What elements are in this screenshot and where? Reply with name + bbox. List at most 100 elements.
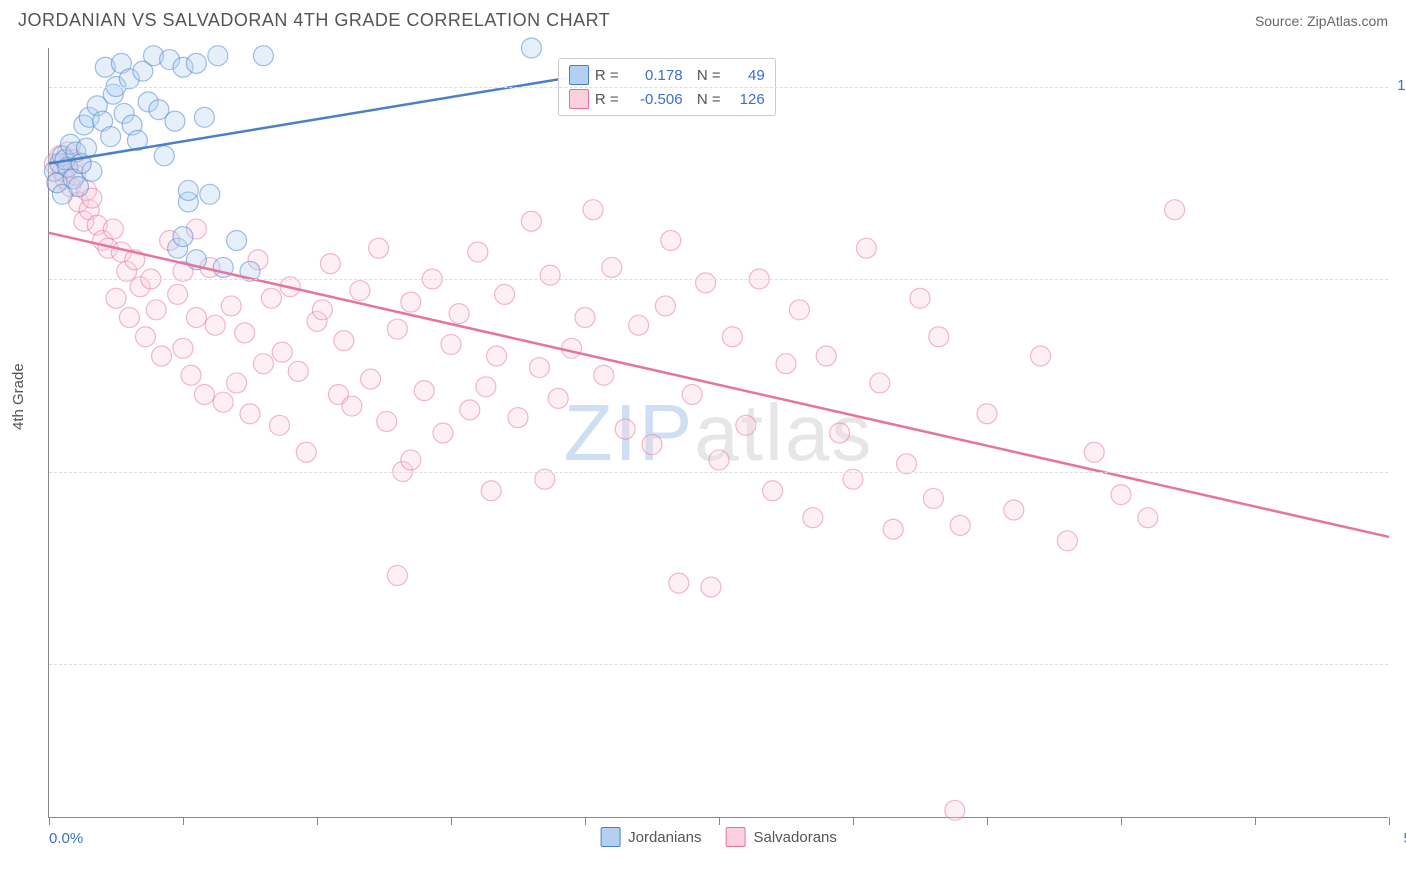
n-label: N =: [689, 67, 721, 84]
gridline-h: [49, 472, 1388, 473]
data-point: [696, 273, 716, 293]
data-point: [227, 231, 247, 251]
n-value: 126: [727, 91, 765, 108]
data-point: [661, 231, 681, 251]
correlation-row: R =0.178 N =49: [569, 63, 765, 87]
data-point: [910, 288, 930, 308]
data-point: [387, 319, 407, 339]
chart-header: JORDANIAN VS SALVADORAN 4TH GRADE CORREL…: [0, 0, 1406, 39]
data-point: [103, 219, 123, 239]
x-tick: [451, 817, 452, 825]
gridline-h: [49, 279, 1388, 280]
data-point: [521, 38, 541, 58]
data-point: [669, 573, 689, 593]
data-point: [401, 450, 421, 470]
data-point: [154, 146, 174, 166]
data-point: [1084, 442, 1104, 462]
data-point: [369, 238, 389, 258]
data-point: [253, 354, 273, 374]
r-value: -0.506: [625, 91, 683, 108]
data-point: [1138, 508, 1158, 528]
data-point: [575, 308, 595, 328]
data-point: [186, 308, 206, 328]
data-point: [1165, 200, 1185, 220]
data-point: [119, 308, 139, 328]
data-point: [929, 327, 949, 347]
source-attribution: Source: ZipAtlas.com: [1255, 13, 1388, 29]
data-point: [441, 334, 461, 354]
data-point: [789, 300, 809, 320]
data-point: [722, 327, 742, 347]
data-point: [816, 346, 836, 366]
r-value: 0.178: [625, 67, 683, 84]
data-point: [213, 392, 233, 412]
x-tick: [987, 817, 988, 825]
x-tick: [317, 817, 318, 825]
data-point: [495, 284, 515, 304]
data-point: [883, 519, 903, 539]
x-tick: [49, 817, 50, 825]
data-point: [288, 361, 308, 381]
data-point: [342, 396, 362, 416]
data-point: [487, 346, 507, 366]
gridline-h: [49, 664, 1388, 665]
data-point: [194, 385, 214, 405]
data-point: [240, 404, 260, 424]
legend-swatch: [569, 89, 589, 109]
data-point: [200, 184, 220, 204]
scatter-plot-svg: [49, 48, 1388, 817]
data-point: [1057, 531, 1077, 551]
y-axis-label: 4th Grade: [10, 363, 27, 430]
data-point: [269, 415, 289, 435]
legend-item: Salvadorans: [726, 827, 837, 847]
y-tick-label: 100.0%: [1397, 77, 1406, 94]
data-point: [870, 373, 890, 393]
data-point: [414, 381, 434, 401]
data-point: [221, 296, 241, 316]
x-tick-label: 0.0%: [49, 830, 83, 847]
data-point: [521, 211, 541, 231]
data-point: [803, 508, 823, 528]
legend-item: Jordanians: [600, 827, 701, 847]
data-point: [433, 423, 453, 443]
data-point: [152, 346, 172, 366]
data-point: [1031, 346, 1051, 366]
data-point: [736, 415, 756, 435]
data-point: [312, 300, 332, 320]
data-point: [763, 481, 783, 501]
data-point: [181, 365, 201, 385]
data-point: [235, 323, 255, 343]
data-point: [481, 481, 501, 501]
data-point: [776, 354, 796, 374]
data-point: [830, 423, 850, 443]
data-point: [334, 331, 354, 351]
data-point: [460, 400, 480, 420]
data-point: [1004, 500, 1024, 520]
x-tick: [1255, 817, 1256, 825]
legend-label: Salvadorans: [754, 829, 837, 846]
data-point: [194, 107, 214, 127]
data-point: [950, 515, 970, 535]
data-point: [146, 300, 166, 320]
data-point: [594, 365, 614, 385]
data-point: [529, 358, 549, 378]
gridline-h: [49, 87, 1388, 88]
data-point: [856, 238, 876, 258]
data-point: [540, 265, 560, 285]
r-label: R =: [595, 91, 619, 108]
data-point: [701, 577, 721, 597]
x-tick: [183, 817, 184, 825]
r-label: R =: [595, 67, 619, 84]
data-point: [165, 111, 185, 131]
data-point: [168, 284, 188, 304]
data-point: [508, 408, 528, 428]
x-tick: [1121, 817, 1122, 825]
data-point: [377, 411, 397, 431]
data-point: [82, 161, 102, 181]
data-point: [548, 388, 568, 408]
data-point: [173, 338, 193, 358]
x-tick: [1389, 817, 1390, 825]
data-point: [350, 281, 370, 301]
data-point: [101, 127, 121, 147]
data-point: [583, 200, 603, 220]
